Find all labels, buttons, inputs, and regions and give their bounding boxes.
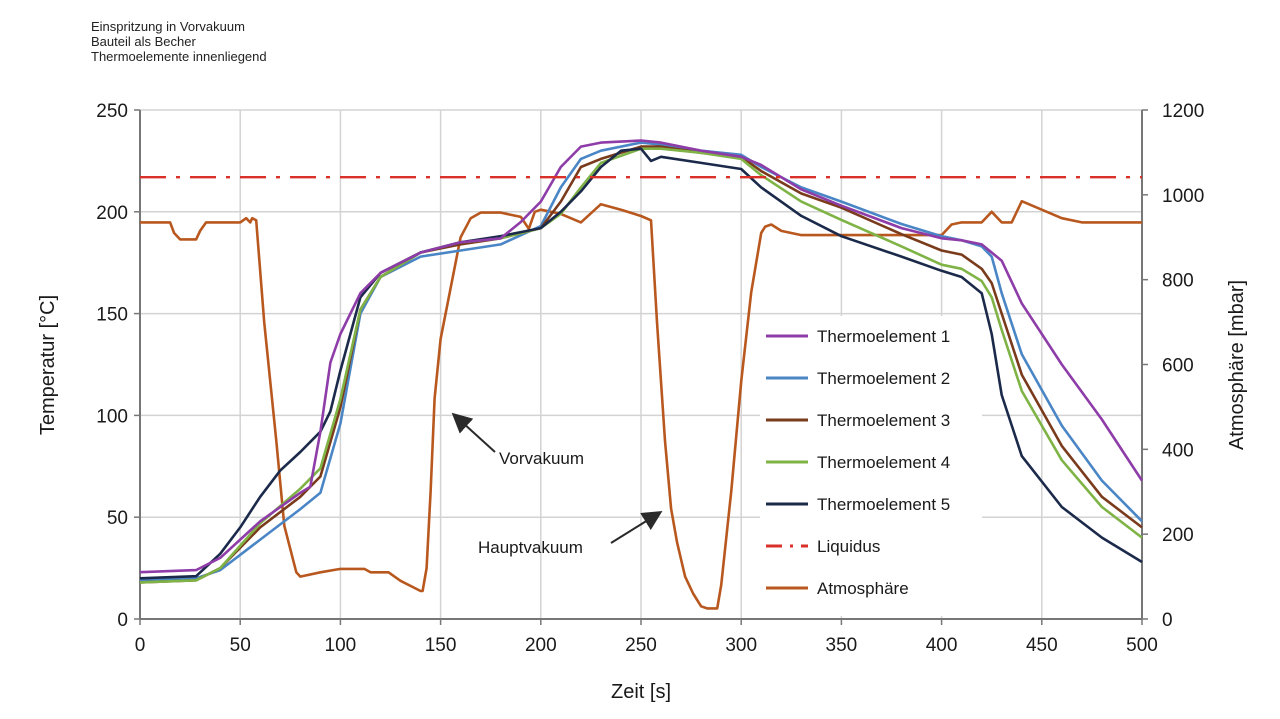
annotations: Vorvakuum Hauptvakuum	[451, 412, 663, 557]
y2-axis-label: Atmosphäre [mbar]	[1226, 280, 1248, 450]
annotation-vorvakuum: Vorvakuum	[499, 449, 584, 468]
y2-tick-label: 1200	[1162, 101, 1204, 122]
annotation-hauptvakuum: Hauptvakuum	[478, 538, 583, 557]
series-layer	[139, 139, 1144, 610]
series-line-thermoelement-5	[139, 147, 1143, 580]
legend-label: Atmosphäre	[817, 579, 909, 598]
subtitle-line-1: Einspritzung in Vorvakuum	[91, 19, 245, 34]
legend-box	[760, 316, 982, 616]
y-tick-label: 0	[117, 610, 128, 631]
x-axis-label: Zeit [s]	[611, 681, 671, 703]
series-line-thermoelement-1	[139, 139, 1144, 574]
y2-tick-label: 1000	[1162, 186, 1204, 207]
y2-tick-label: 600	[1162, 356, 1194, 377]
x-tick-label: 300	[725, 635, 757, 656]
y-tick-label: 200	[96, 203, 128, 224]
legend-label: Thermoelement 4	[817, 453, 950, 472]
axes: 0 50 100 150 200 250 300 350 400 450 5000501001502…	[96, 101, 1204, 656]
series-line-atmosph-re	[140, 199, 1142, 610]
y-axis-label: Temperatur [°C]	[37, 295, 59, 435]
subtitle-line-2: Bauteil als Becher	[91, 34, 196, 49]
legend: Thermoelement 1 Thermoelement 2 Thermoelem…	[760, 316, 982, 616]
y-tick-label: 50	[107, 508, 128, 529]
x-tick-label: 200	[525, 635, 557, 656]
legend-label: Thermoelement 1	[817, 327, 950, 346]
x-tick-label: 50	[230, 635, 251, 656]
subtitle-line-3: Thermoelemente innenliegend	[91, 49, 267, 64]
annotation-arrow-vorvakuum	[451, 412, 496, 453]
y2-tick-label: 800	[1162, 271, 1194, 292]
x-tick-label: 450	[1026, 635, 1058, 656]
x-tick-label: 400	[926, 635, 958, 656]
x-tick-label: 250	[625, 635, 657, 656]
series-line-thermoelement-3	[139, 145, 1143, 584]
legend-label: Thermoelement 2	[817, 369, 950, 388]
legend-label: Thermoelement 5	[817, 495, 950, 514]
grid	[140, 109, 1143, 619]
y2-tick-label: 0	[1162, 610, 1173, 631]
y2-tick-label: 200	[1162, 525, 1194, 546]
x-tick-label: 500	[1126, 635, 1158, 656]
x-tick-label: 100	[325, 635, 357, 656]
legend-label: Liquidus	[817, 537, 880, 556]
x-tick-label: 350	[826, 635, 858, 656]
annotation-arrow-hauptvakuum	[610, 511, 663, 544]
x-tick-label: 0	[135, 635, 146, 656]
x-tick-label: 150	[425, 635, 457, 656]
series-line-thermoelement-2	[139, 141, 1143, 582]
legend-label: Thermoelement 3	[817, 411, 950, 430]
y-tick-label: 100	[96, 406, 128, 427]
y2-tick-label: 400	[1162, 440, 1194, 461]
y-tick-label: 250	[96, 101, 128, 122]
y-tick-label: 150	[96, 305, 128, 326]
